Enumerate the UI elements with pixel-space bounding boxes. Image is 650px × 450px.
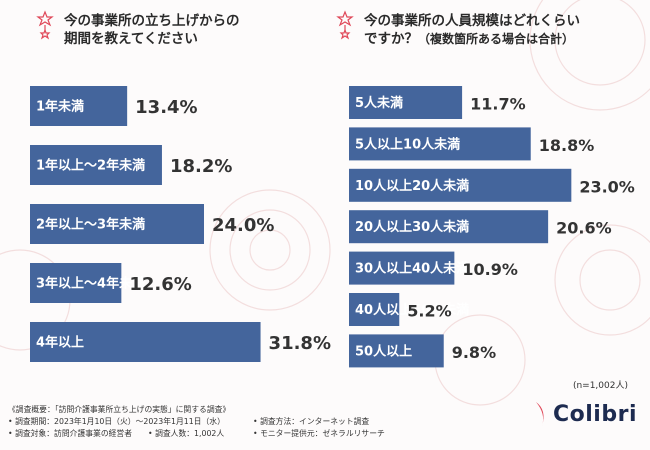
bar-staff-6 [349,334,444,368]
category-label: 2年以上～3年未満 [36,217,145,233]
logo-text: Colibri [553,401,637,427]
survey-monitor: • モニター提供元：ゼネラルリサーチ [253,429,385,438]
category-label: 50人以上 [355,343,412,359]
category-label: 1年未満 [36,99,84,115]
value-label: 18.8% [539,136,595,155]
bar-period-2 [30,204,204,244]
bar-period-4 [30,322,261,362]
value-label: 5.2% [407,302,451,321]
category-label: 5人未満 [355,95,403,111]
bar-staff-5 [349,293,400,326]
bar-staff-4 [349,251,455,285]
value-label: 10.9% [462,260,518,279]
colibri-logo-icon [536,402,544,426]
right-chart-title: 今の事業所の人員規模はどれくらい ですか？（複数箇所ある場合は合計） [364,13,580,47]
category-label: 3年以上～4年未満 [36,276,145,292]
value-label: 13.4% [135,97,197,118]
bar-period-1 [30,145,162,185]
survey-method: • 調査方法：インターネット調査 [253,417,370,426]
left-chart-title: 今の事業所の立ち上げからの 期間を教えてください [64,13,240,47]
bar-period-3 [30,263,122,303]
value-label: 31.8% [269,333,331,354]
category-label: 10人以上20人未満 [355,178,469,194]
survey-count: • 調査人数：1,002人 [148,429,225,438]
category-label: 1年以上～2年未満 [36,158,145,174]
flower-icon [336,10,354,40]
category-label: 30人以上40人未満 [355,261,469,277]
bar-staff-3 [349,210,549,244]
bar-charts: 1年未満 13.4% 1年以上～2年未満 18.2% 2年以上～3年未満 24.0% 3年以… [30,86,635,368]
category-label: 5人以上10人未満 [355,136,460,152]
survey-overview: 《調査概要：「訪問介護事業所立ち上げの実態」に関する調査》 • 調査期間：202… [8,404,385,440]
sample-size-note: (n=1,002人) [572,381,628,391]
survey-target: • 調査対象：訪問介護事業の経営者 [8,429,133,438]
value-label: 23.0% [579,177,635,196]
survey-heading: 《調査概要：「訪問介護事業所立ち上げの実態」に関する調査》 [8,405,231,414]
value-label: 12.6% [129,274,191,295]
bar-period-0 [30,86,128,126]
category-label: 40人以上50人未満 [355,302,469,318]
value-label: 24.0% [212,215,274,236]
survey-period: • 調査期間：2023年1月10日（火）～2023年1月11日（水） [8,417,225,426]
bar-staff-0 [349,86,463,119]
bar-staff-2 [349,168,572,202]
category-label: 20人以上30人未満 [355,219,469,235]
value-label: 11.7% [470,95,526,114]
value-label: 20.6% [556,219,612,238]
category-label: 4年以上 [36,335,84,351]
value-label: 9.8% [452,343,496,362]
bar-staff-1 [349,127,531,161]
value-label: 18.2% [170,156,232,177]
colibri-logo: Colibri [533,400,637,428]
flower-icon [36,10,54,40]
